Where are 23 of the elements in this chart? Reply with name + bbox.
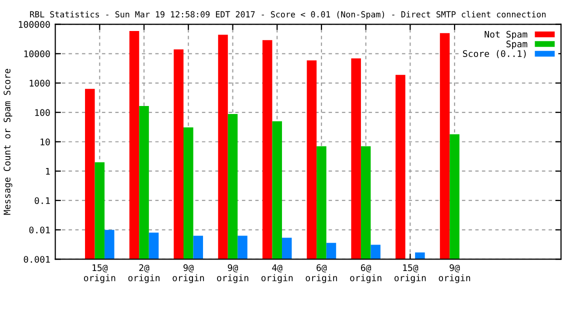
legend-label: Score (0..1) xyxy=(463,50,526,58)
x-tick-label: 4@ origin xyxy=(261,264,293,284)
legend-label: Not Spam xyxy=(484,30,528,40)
y-tick-label: 10000 xyxy=(24,50,50,58)
legend-label: Spam xyxy=(506,40,528,50)
y-tick-label: 100 xyxy=(35,109,50,116)
x-tick-label: 9@ origin xyxy=(217,264,248,284)
chart-title: RBL Statistics - Sun Mar 19 12:58:09 EDT 2017 - Score < 0.01 (Non-Spam) - Direct SMTP client connection xyxy=(30,10,546,20)
y-tick-label: 10 xyxy=(40,138,50,146)
x-tick-label: 6@ origin xyxy=(306,264,337,284)
y-tick-label: 1 xyxy=(46,168,50,175)
y-axis-title: Message Count or Spam Score xyxy=(4,68,12,215)
x-tick-label: 15@ origin xyxy=(84,264,116,284)
x-tick-label: 2@ origin xyxy=(128,264,160,284)
y-tick-label: 0.001 xyxy=(24,256,50,263)
y-tick-label: 0.01 xyxy=(29,226,50,234)
x-tick-label: 15@ origin xyxy=(394,264,426,284)
x-tick-label: 9@ origin xyxy=(172,264,204,284)
x-tick-label: 9@ origin xyxy=(438,264,470,284)
y-tick-label: 0.1 xyxy=(34,197,50,204)
x-tick-label: 6@ origin xyxy=(350,264,382,284)
y-tick-label: 1000 xyxy=(30,80,50,87)
y-tick-label: 100000 xyxy=(18,21,50,28)
